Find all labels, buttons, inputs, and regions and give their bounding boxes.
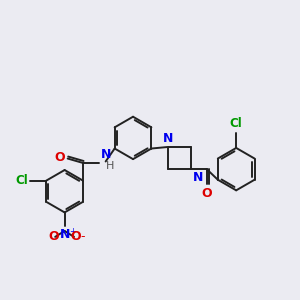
- Text: O: O: [201, 187, 212, 200]
- Text: N: N: [59, 228, 70, 241]
- Text: Cl: Cl: [230, 117, 243, 130]
- Text: Cl: Cl: [16, 174, 28, 187]
- Text: H: H: [106, 161, 114, 172]
- Text: N: N: [163, 132, 174, 145]
- Text: N: N: [193, 171, 203, 184]
- Text: -: -: [81, 230, 85, 243]
- Text: O: O: [55, 152, 65, 164]
- Text: +: +: [69, 227, 76, 236]
- Text: O: O: [48, 230, 59, 243]
- Text: N: N: [100, 148, 111, 161]
- Text: O: O: [70, 230, 81, 243]
